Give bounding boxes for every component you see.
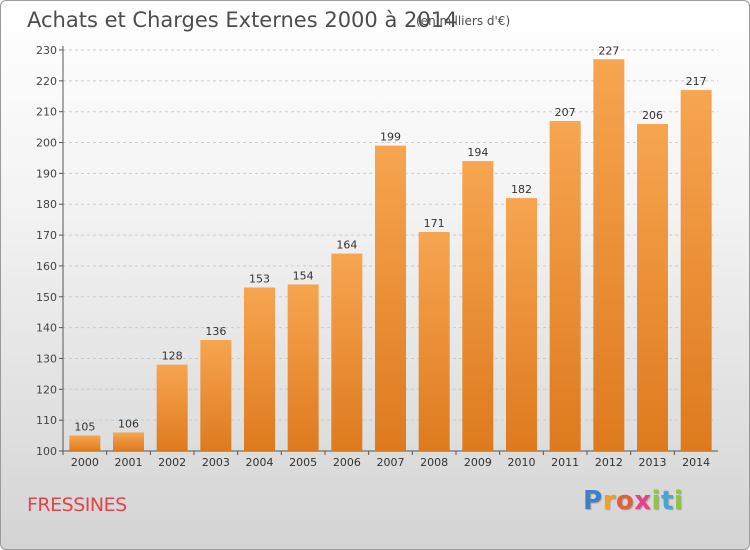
logo-letter: t xyxy=(660,486,674,516)
bar xyxy=(462,161,494,452)
logo-letter: x xyxy=(634,486,652,516)
bar-value-label: 217 xyxy=(686,75,707,88)
logo-letter: o xyxy=(615,486,635,516)
bar-value-label: 106 xyxy=(118,417,139,430)
bar-value-label: 227 xyxy=(598,44,619,57)
bar-value-label: 128 xyxy=(162,350,183,363)
bar-value-label: 136 xyxy=(205,325,226,338)
x-tick-label: 2006 xyxy=(333,456,361,469)
bar xyxy=(375,145,406,451)
y-tick-label: 130 xyxy=(36,352,57,365)
x-tick-label: 2002 xyxy=(158,456,186,469)
y-tick-label: 100 xyxy=(36,445,57,458)
y-tick-label: 180 xyxy=(36,198,57,211)
x-tick-label: 2003 xyxy=(202,456,230,469)
x-tick-label: 2009 xyxy=(464,456,492,469)
y-tick-label: 210 xyxy=(36,106,57,119)
bar-value-label: 207 xyxy=(555,106,576,119)
logo-letter: i xyxy=(651,486,661,516)
bar-value-label: 153 xyxy=(249,273,270,286)
bar xyxy=(200,339,232,451)
x-tick-label: 2008 xyxy=(420,456,448,469)
commune-name: FRESSINES xyxy=(27,494,127,516)
data-labels: 105 106 128 136 153 154 164 199 171 194 182 207 227 2… xyxy=(74,44,706,433)
proxiti-logo: Proxiti xyxy=(583,486,683,516)
y-tick-label: 140 xyxy=(36,322,57,335)
x-tick-label: 2005 xyxy=(289,456,317,469)
bar-value-label: 199 xyxy=(380,131,401,144)
chart-title: Achats et Charges Externes 2000 à 2014 xyxy=(27,8,458,32)
logo-letter: i xyxy=(673,486,684,516)
x-tick-label: 2011 xyxy=(551,456,579,469)
x-tick-label: 2007 xyxy=(377,456,405,469)
x-tick-label: 2014 xyxy=(682,456,710,469)
bar xyxy=(418,231,450,451)
logo-letter: r xyxy=(602,486,616,516)
bar xyxy=(506,198,537,451)
bar xyxy=(113,432,144,451)
bar xyxy=(637,124,668,452)
bar xyxy=(549,120,581,451)
y-tick-label: 160 xyxy=(36,260,57,273)
x-tick-label: 2013 xyxy=(639,456,667,469)
bar xyxy=(69,435,101,451)
axes: 100 110 120 130 140 150 160 170 180 190 200 210 220 2… xyxy=(36,44,718,469)
bar xyxy=(680,90,712,451)
y-tick-label: 220 xyxy=(36,75,57,88)
y-tick-label: 200 xyxy=(36,137,57,150)
bar-value-label: 154 xyxy=(293,269,314,282)
bar xyxy=(287,284,319,451)
x-tick-label: 2004 xyxy=(246,456,274,469)
bar-value-label: 171 xyxy=(424,217,445,230)
bar-value-label: 182 xyxy=(511,183,532,196)
x-tick-label: 2012 xyxy=(595,456,623,469)
x-tick-label: 2010 xyxy=(508,456,536,469)
bar xyxy=(331,253,363,451)
bar xyxy=(244,287,275,451)
y-tick-label: 120 xyxy=(36,383,57,396)
chart-subtitle: (en milliers d'€) xyxy=(416,14,511,28)
y-tick-label: 150 xyxy=(36,291,57,304)
logo-letter: P xyxy=(583,486,603,516)
bar-value-label: 206 xyxy=(642,109,663,122)
bar xyxy=(593,59,625,451)
bar-value-label: 194 xyxy=(467,146,488,159)
y-tick-label: 230 xyxy=(36,44,57,57)
bars xyxy=(69,59,712,452)
bar-value-label: 105 xyxy=(74,421,95,434)
y-tick-label: 170 xyxy=(36,229,57,242)
y-tick-label: 190 xyxy=(36,167,57,180)
x-tick-label: 2001 xyxy=(115,456,143,469)
bar-value-label: 164 xyxy=(336,239,357,252)
y-tick-label: 110 xyxy=(36,414,57,427)
bar xyxy=(156,364,188,451)
x-tick-label: 2000 xyxy=(71,456,99,469)
